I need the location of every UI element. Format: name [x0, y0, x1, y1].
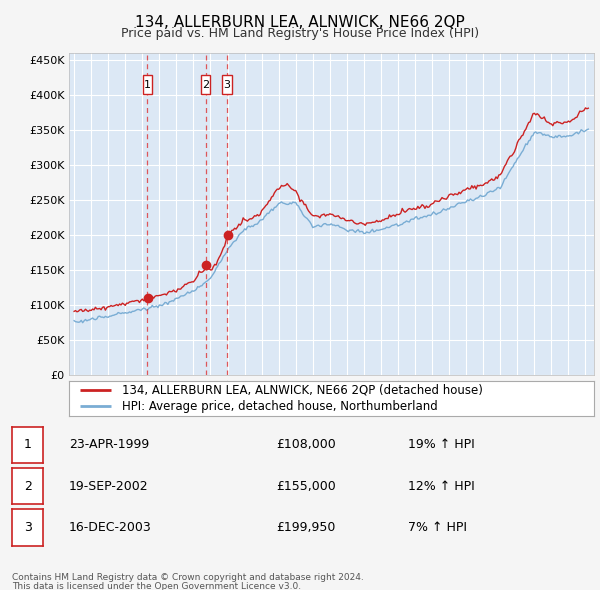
Bar [143, 75, 152, 94]
Text: 134, ALLERBURN LEA, ALNWICK, NE66 2QP (detached house): 134, ALLERBURN LEA, ALNWICK, NE66 2QP (d… [121, 384, 482, 396]
Text: This data is licensed under the Open Government Licence v3.0.: This data is licensed under the Open Gov… [12, 582, 301, 590]
Bar [201, 75, 210, 94]
Text: Contains HM Land Registry data © Crown copyright and database right 2024.: Contains HM Land Registry data © Crown c… [12, 573, 364, 582]
Text: 7% ↑ HPI: 7% ↑ HPI [408, 521, 467, 534]
Text: 2: 2 [202, 80, 209, 90]
Text: £108,000: £108,000 [276, 438, 336, 451]
Text: 1: 1 [23, 438, 32, 451]
Text: 1: 1 [144, 80, 151, 90]
Text: £155,000: £155,000 [276, 480, 336, 493]
Text: £199,950: £199,950 [276, 521, 335, 534]
Text: 16-DEC-2003: 16-DEC-2003 [69, 521, 152, 534]
Bar [222, 75, 232, 94]
Text: 19% ↑ HPI: 19% ↑ HPI [408, 438, 475, 451]
Text: 3: 3 [23, 521, 32, 534]
Text: 134, ALLERBURN LEA, ALNWICK, NE66 2QP: 134, ALLERBURN LEA, ALNWICK, NE66 2QP [135, 15, 465, 30]
Text: 3: 3 [223, 80, 230, 90]
Text: 2: 2 [23, 480, 32, 493]
Text: 12% ↑ HPI: 12% ↑ HPI [408, 480, 475, 493]
Text: HPI: Average price, detached house, Northumberland: HPI: Average price, detached house, Nort… [121, 400, 437, 413]
Text: 19-SEP-2002: 19-SEP-2002 [69, 480, 149, 493]
Text: Price paid vs. HM Land Registry's House Price Index (HPI): Price paid vs. HM Land Registry's House … [121, 27, 479, 40]
Text: 23-APR-1999: 23-APR-1999 [69, 438, 149, 451]
